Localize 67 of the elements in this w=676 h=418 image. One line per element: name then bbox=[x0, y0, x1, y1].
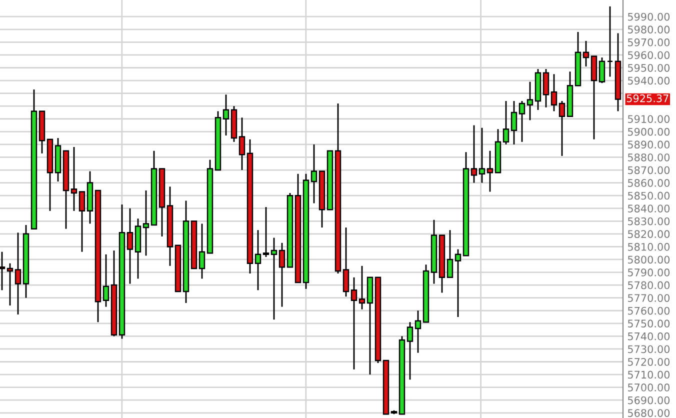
candlestick bbox=[414, 310, 422, 354]
y-tick-label: 5960.00 bbox=[628, 51, 670, 60]
y-tick-label: 5910.00 bbox=[628, 115, 670, 123]
candlestick bbox=[518, 100, 526, 143]
candlestick bbox=[222, 94, 230, 136]
candlestick bbox=[278, 242, 286, 308]
candlestick bbox=[454, 248, 462, 318]
y-tick-label: 5850.00 bbox=[628, 192, 670, 200]
candlestick bbox=[0, 251, 6, 291]
candlestick bbox=[486, 150, 494, 192]
candlestick bbox=[70, 146, 78, 212]
candlestick bbox=[14, 232, 22, 316]
candlestick bbox=[510, 100, 518, 146]
candlestick bbox=[478, 127, 486, 184]
candlestick bbox=[198, 223, 206, 280]
candlestick bbox=[526, 81, 534, 121]
candlestick bbox=[142, 190, 150, 256]
y-tick-label: 5810.00 bbox=[628, 242, 670, 251]
y-tick-label: 5900.00 bbox=[628, 128, 670, 136]
candlestick bbox=[6, 262, 14, 306]
y-tick-label: 5820.00 bbox=[628, 230, 670, 238]
y-tick-label: 5780.00 bbox=[628, 281, 670, 290]
candlestick bbox=[238, 116, 246, 171]
candlestick bbox=[582, 40, 590, 68]
y-tick-label: 5860.00 bbox=[628, 179, 670, 187]
candlestick bbox=[262, 206, 270, 258]
y-tick-label: 5880.00 bbox=[628, 153, 670, 162]
candlestick bbox=[310, 144, 318, 204]
y-tick-label: 5740.00 bbox=[628, 332, 670, 340]
candlestick bbox=[254, 229, 262, 291]
candlestick bbox=[270, 237, 278, 320]
y-tick-label: 5940.00 bbox=[628, 76, 670, 85]
y-tick-label: 5800.00 bbox=[628, 256, 670, 264]
candlestick bbox=[358, 265, 366, 310]
y-tick-label: 5760.00 bbox=[628, 306, 670, 315]
candlestick bbox=[102, 254, 110, 308]
y-tick-label: 5690.00 bbox=[628, 396, 670, 404]
candlestick bbox=[78, 191, 86, 253]
candlestick bbox=[606, 6, 614, 78]
candlestick bbox=[558, 100, 566, 157]
candlestick bbox=[406, 321, 414, 380]
y-tick-label: 5840.00 bbox=[628, 204, 670, 212]
y-tick-label: 5950.00 bbox=[628, 64, 670, 72]
y-tick-label: 5830.00 bbox=[628, 217, 670, 226]
y-tick-label: 5720.00 bbox=[628, 358, 670, 366]
candlestick bbox=[126, 208, 134, 284]
y-tick-label: 5730.00 bbox=[628, 345, 670, 354]
y-tick-label: 5870.00 bbox=[628, 166, 670, 174]
candlestick bbox=[542, 68, 550, 108]
candlestick bbox=[550, 73, 558, 112]
y-tick-label: 5680.00 bbox=[628, 409, 670, 417]
y-tick-label: 5700.00 bbox=[628, 384, 670, 392]
y-tick-label: 5970.00 bbox=[628, 38, 670, 46]
candlestick bbox=[470, 124, 478, 184]
y-tick-label: 5980.00 bbox=[628, 26, 670, 34]
text: 5925.37 bbox=[626, 94, 668, 102]
candlestick bbox=[342, 226, 350, 298]
y-tick-label: 5990.00 bbox=[628, 12, 670, 21]
candlestick bbox=[446, 229, 454, 278]
y-tick-label: 5890.00 bbox=[628, 140, 670, 149]
candlestick bbox=[502, 100, 510, 146]
candlestick bbox=[350, 276, 358, 370]
candlestick bbox=[598, 56, 606, 84]
y-tick-label: 5710.00 bbox=[628, 370, 670, 379]
y-tick-label: 5750.00 bbox=[628, 320, 670, 328]
y-tick-label: 5770.00 bbox=[628, 294, 670, 302]
y-tick-label: 5790.00 bbox=[628, 268, 670, 276]
